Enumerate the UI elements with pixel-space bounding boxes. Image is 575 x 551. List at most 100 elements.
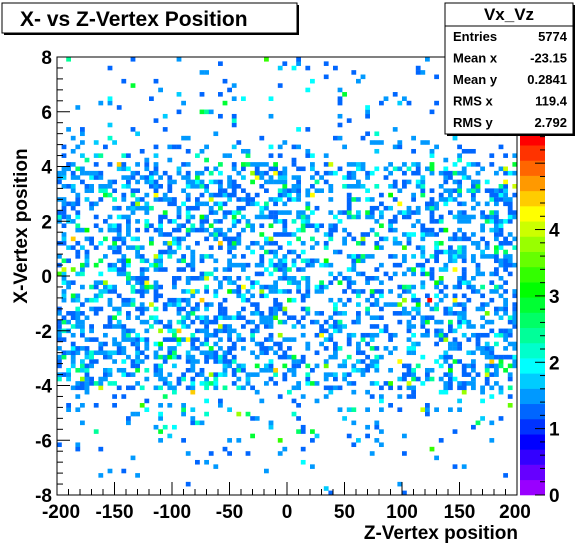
- heatmap-cell: [204, 284, 209, 290]
- heatmap-cell: [374, 332, 380, 338]
- heatmap-cell: [282, 170, 288, 176]
- heatmap-cell: [213, 376, 219, 382]
- heatmap-cell: [461, 249, 467, 255]
- heatmap-cell: [139, 276, 145, 281]
- heatmap-cell: [489, 254, 495, 259]
- heatmap-cell: [369, 346, 375, 351]
- heatmap-cell: [190, 311, 196, 316]
- heatmap-cell: [415, 170, 421, 176]
- heatmap-cell: [158, 403, 163, 408]
- heatmap-cell: [218, 398, 223, 404]
- heatmap-cell: [112, 249, 117, 255]
- heatmap-cell: [494, 367, 499, 373]
- heatmap-cell: [300, 240, 306, 246]
- heatmap-cell: [93, 223, 99, 229]
- heatmap-cell: [356, 350, 361, 356]
- heatmap-cell: [333, 319, 338, 325]
- heatmap-cell: [337, 297, 343, 303]
- heatmap-cell: [452, 293, 458, 299]
- heatmap-cell: [130, 201, 136, 207]
- heatmap-cell: [471, 179, 476, 185]
- heatmap-cell: [507, 354, 513, 360]
- heatmap-cell: [351, 197, 357, 202]
- heatmap-cell: [268, 319, 274, 325]
- heatmap-cell: [319, 188, 324, 193]
- heatmap-cell: [250, 249, 255, 255]
- heatmap-cell: [231, 262, 237, 268]
- heatmap-cell: [84, 315, 90, 320]
- heatmap-cell: [126, 223, 131, 229]
- heatmap-cell: [277, 197, 283, 202]
- heatmap-cell: [213, 227, 219, 233]
- heatmap-cell: [402, 289, 407, 294]
- heatmap-cell: [264, 468, 269, 474]
- heatmap-cell: [452, 188, 458, 193]
- heatmap-cell: [61, 337, 67, 342]
- heatmap-cell: [360, 332, 366, 338]
- heatmap-cell: [296, 210, 301, 215]
- heatmap-cell: [507, 271, 513, 277]
- heatmap-cell: [475, 337, 481, 342]
- heatmap-cell: [112, 223, 117, 229]
- heatmap-cell: [264, 363, 269, 369]
- heatmap-cell: [80, 363, 85, 369]
- heatmap-cell: [264, 201, 269, 207]
- heatmap-cell: [392, 302, 398, 307]
- heatmap-cell: [204, 306, 209, 312]
- heatmap-cell: [185, 219, 191, 224]
- heatmap-cell: [80, 267, 85, 272]
- heatmap-cell: [167, 372, 173, 377]
- heatmap-cell: [107, 162, 113, 167]
- heatmap-cell: [75, 105, 81, 110]
- heatmap-cell: [245, 411, 251, 417]
- heatmap-cell: [259, 214, 265, 220]
- heatmap-cell: [218, 311, 223, 316]
- heatmap-cell: [121, 302, 127, 307]
- heatmap-cell: [103, 376, 108, 382]
- heatmap-cell: [484, 341, 490, 347]
- heatmap-cell: [116, 319, 122, 325]
- heatmap-cell: [268, 258, 274, 264]
- heatmap-cell: [241, 214, 246, 220]
- heatmap-cell: [195, 175, 200, 180]
- heatmap-cell: [75, 385, 81, 391]
- heatmap-cell: [365, 407, 370, 412]
- heatmap-cell: [337, 346, 343, 351]
- heatmap-cell: [130, 127, 136, 132]
- heatmap-cell: [425, 411, 430, 417]
- heatmap-cell: [314, 240, 320, 246]
- heatmap-cell: [448, 170, 453, 176]
- heatmap-cell: [356, 359, 361, 364]
- heatmap-cell: [84, 337, 90, 342]
- heatmap-cell: [190, 337, 196, 342]
- heatmap-cell: [153, 192, 159, 198]
- heatmap-cell: [264, 57, 269, 62]
- heatmap-cell: [484, 363, 490, 369]
- heatmap-cell: [494, 245, 499, 250]
- heatmap-cell: [84, 354, 90, 360]
- heatmap-cell: [66, 57, 71, 62]
- heatmap-cell: [503, 346, 508, 351]
- heatmap-cell: [480, 306, 485, 312]
- heatmap-cell: [461, 293, 467, 299]
- heatmap-cell: [471, 332, 476, 338]
- heatmap-cell: [374, 245, 380, 250]
- heatmap-cell: [282, 267, 288, 272]
- heatmap-cell: [139, 205, 145, 211]
- heatmap-cell: [438, 240, 444, 246]
- heatmap-cell: [61, 144, 67, 150]
- heatmap-cell: [241, 363, 246, 369]
- heatmap-cell: [135, 332, 140, 338]
- heatmap-cell: [208, 205, 214, 211]
- heatmap-cell: [351, 254, 357, 259]
- heatmap-cell: [135, 205, 140, 211]
- heatmap-cell: [457, 407, 462, 412]
- heatmap-cell: [199, 420, 205, 426]
- heatmap-cell: [204, 359, 209, 364]
- heatmap-cell: [337, 407, 343, 412]
- heatmap-cell: [167, 319, 173, 325]
- heatmap-cell: [89, 381, 94, 386]
- heatmap-cell: [112, 359, 117, 364]
- heatmap-cell: [438, 280, 444, 285]
- heatmap-cell: [498, 192, 504, 198]
